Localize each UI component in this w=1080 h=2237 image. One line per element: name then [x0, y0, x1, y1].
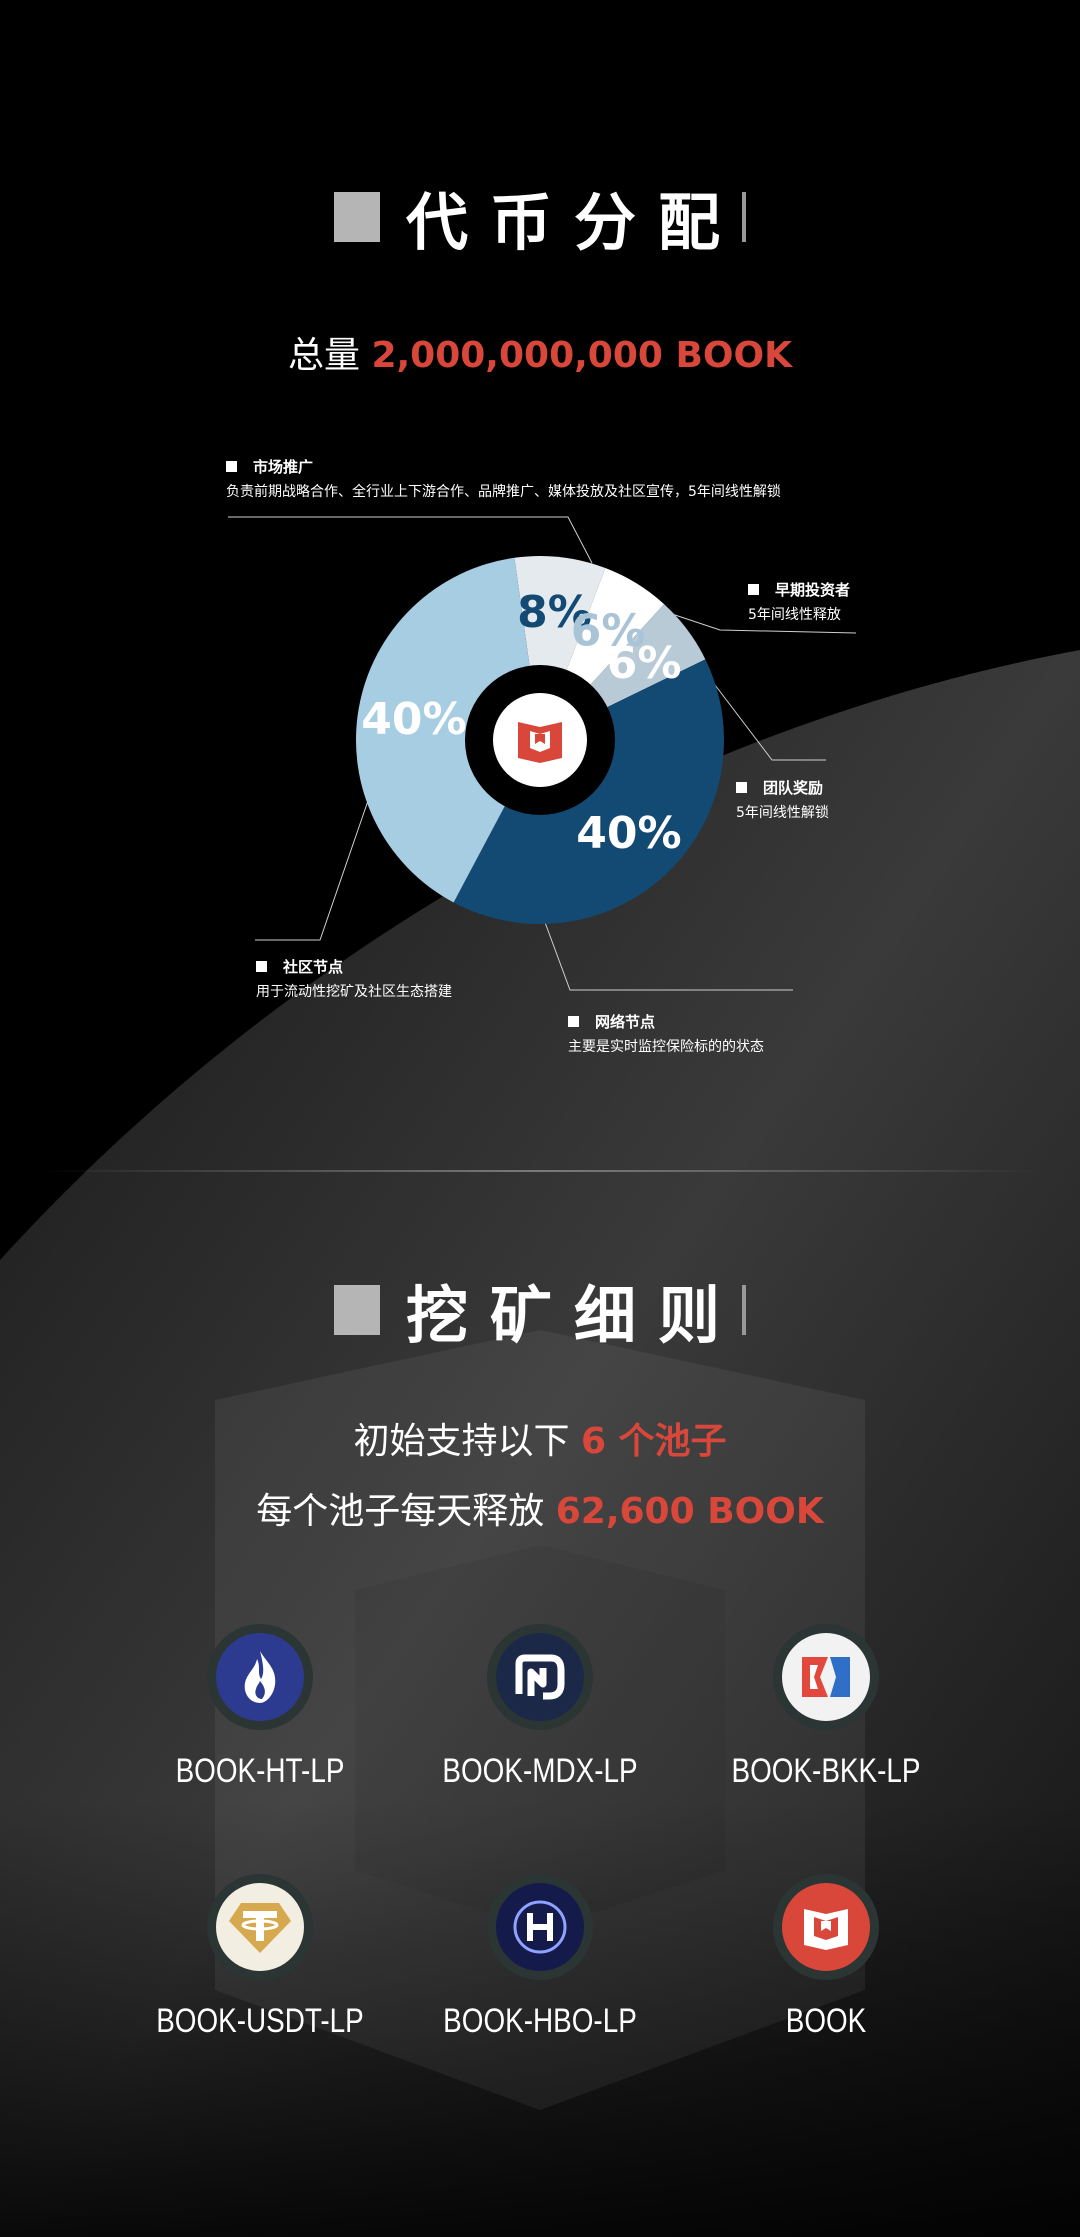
title-square-icon — [333, 192, 380, 242]
pool-label: BOOK-USDT-LP — [156, 2002, 364, 2040]
legend-community: 社区节点 用于流动性挖矿及社区生态搭建 — [256, 955, 452, 1004]
pool-item[interactable]: BOOK-BKK-LP — [696, 1624, 956, 1791]
bkk-logo-icon — [782, 1633, 870, 1721]
section-title-text: 挖矿细则 — [405, 1279, 742, 1352]
hbo-logo-icon — [496, 1883, 584, 1971]
pie-slice-label: 40% — [361, 694, 466, 745]
pool-item[interactable]: BOOK — [696, 1874, 956, 2041]
legend-desc: 用于流动性挖矿及社区生态搭建 — [256, 984, 452, 1000]
leader-line-early — [671, 613, 857, 634]
legend-square-icon — [256, 961, 267, 972]
pie-slice-4 — [355, 557, 540, 903]
pool-item[interactable]: BOOK-HT-LP — [130, 1624, 390, 1791]
legend-square-icon — [226, 461, 237, 472]
pool-label: BOOK — [785, 2002, 867, 2040]
legend-title: 社区节点 — [283, 958, 344, 976]
total-amount: 2,000,000,000 BOOK — [371, 335, 793, 376]
legend-title: 市场推广 — [253, 458, 314, 476]
book-logo-icon — [518, 722, 562, 763]
leader-line-network — [535, 897, 793, 991]
pool-item[interactable]: BOOK-MDX-LP — [410, 1624, 670, 1791]
mining-daily-release: 每个池子每天释放 62,600 BOOK — [0, 1482, 1080, 1534]
mining-line1-prefix: 初始支持以下 — [353, 1421, 570, 1462]
mining-line2-prefix: 每个池子每天释放 — [256, 1491, 545, 1532]
legend-desc: 主要是实时监控保险标的的状态 — [568, 1039, 764, 1055]
section-title-mining: 挖矿细则 — [0, 1265, 1080, 1355]
pool-icon-ring — [207, 1874, 313, 1980]
mining-line1-highlight: 6 个池子 — [580, 1421, 727, 1462]
legend-network: 网络节点 主要是实时监控保险标的的状态 — [568, 1010, 764, 1059]
legend-desc: 5年间线性释放 — [748, 607, 841, 623]
pie-slice-label: 6% — [607, 638, 682, 689]
legend-team: 团队奖励 5年间线性解锁 — [736, 776, 829, 825]
book-logo-icon — [782, 1883, 870, 1971]
legend-early: 早期投资者 5年间线性释放 — [748, 578, 850, 627]
title-bar-icon — [742, 1285, 746, 1335]
section-divider — [40, 1170, 1040, 1172]
leader-line-team — [711, 680, 826, 761]
legend-square-icon — [568, 1016, 579, 1027]
legend-title: 团队奖励 — [763, 779, 824, 797]
legend-title: 早期投资者 — [775, 581, 851, 599]
legend-desc: 5年间线性解锁 — [736, 805, 829, 821]
mining-pools-count: 初始支持以下 6 个池子 — [0, 1412, 1080, 1464]
pie-slice-label: 8% — [517, 587, 592, 638]
legend-title: 网络节点 — [595, 1013, 656, 1031]
section-title-text: 代币分配 — [405, 186, 742, 259]
pool-label: BOOK-MDX-LP — [442, 1752, 638, 1790]
pool-icon-ring — [487, 1624, 593, 1730]
legend-square-icon — [736, 782, 747, 793]
pie-slice-label: 6% — [571, 605, 646, 656]
pool-icon-ring — [773, 1874, 879, 1980]
pool-label: BOOK-BKK-LP — [731, 1752, 921, 1790]
mdx-logo-icon — [496, 1633, 584, 1721]
ht-flame-icon — [216, 1633, 304, 1721]
legend-square-icon — [748, 584, 759, 595]
pool-item[interactable]: BOOK-HBO-LP — [410, 1874, 670, 2041]
pool-label: BOOK-HT-LP — [175, 1752, 345, 1790]
pie-slice-label: 40% — [576, 808, 681, 859]
mining-line2-highlight: 62,600 BOOK — [555, 1491, 824, 1532]
pool-icon-ring — [773, 1624, 879, 1730]
total-supply: 总量 2,000,000,000 BOOK — [0, 326, 1080, 378]
leader-line-community — [255, 794, 371, 941]
leader-line-market — [228, 516, 593, 564]
legend-market: 市场推广 负责前期战略合作、全行业上下游合作、品牌推广、媒体投放及社区宣传，5年… — [226, 455, 781, 504]
tether-icon — [216, 1883, 304, 1971]
total-prefix: 总量 — [287, 335, 360, 376]
pool-icon-ring — [487, 1874, 593, 1980]
section-title-allocation: 代币分配 — [0, 172, 1080, 262]
pool-label: BOOK-HBO-LP — [443, 2002, 637, 2040]
pool-item[interactable]: BOOK-USDT-LP — [130, 1874, 390, 2041]
title-bar-icon — [742, 192, 746, 242]
title-square-icon — [333, 1285, 380, 1335]
legend-desc: 负责前期战略合作、全行业上下游合作、品牌推广、媒体投放及社区宣传，5年间线性解锁 — [226, 484, 781, 500]
pool-icon-ring — [207, 1624, 313, 1730]
allocation-pie-chart: 8%6%6%40%40% — [228, 516, 857, 991]
